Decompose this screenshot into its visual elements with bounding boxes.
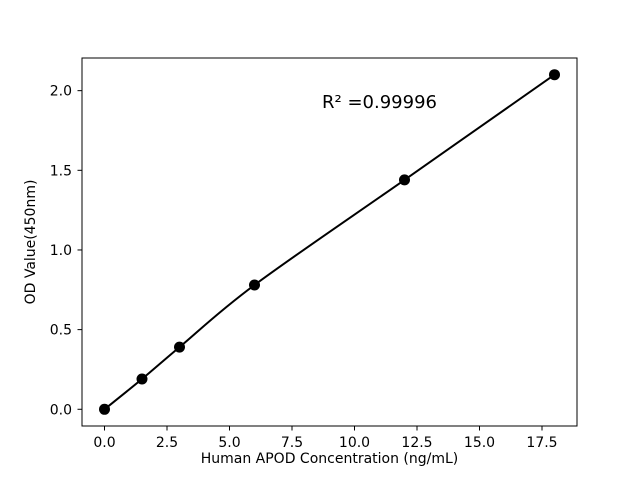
plot-frame	[81, 57, 578, 427]
y-tick-label: 2.0	[50, 84, 72, 100]
y-tick-label: 1.5	[50, 163, 72, 179]
x-tick-label: 12.5	[401, 435, 432, 451]
x-tick-label: 0.0	[93, 435, 115, 451]
data-point-marker	[136, 373, 148, 385]
r-squared-annotation: R² =0.99996	[322, 92, 437, 113]
x-axis-label: Human APOD Concentration (ng/mL)	[201, 451, 459, 467]
data-point-marker	[249, 279, 260, 291]
x-tick-label: 17.5	[526, 435, 557, 451]
data-point-marker	[549, 69, 560, 81]
y-tick-label: 0.5	[50, 323, 72, 339]
x-tick-label: 5.0	[218, 435, 240, 451]
y-tick-label: 0.0	[50, 402, 72, 418]
x-tick-label: 7.5	[281, 435, 303, 451]
x-tick-label: 2.5	[156, 435, 178, 451]
y-axis-label: OD Value(450nm)	[23, 180, 39, 305]
x-tick-label: 15.0	[464, 435, 495, 451]
x-tick-label: 10.0	[339, 435, 370, 451]
data-point-marker	[174, 341, 185, 353]
plot-area: 0.0 2.5 5.0 7.5 10.0 12.5 15.0 17.5 0.0 0.5 1.0 1.5…	[50, 57, 578, 451]
y-tick-label: 1.0	[50, 243, 72, 259]
data-point-marker	[399, 174, 410, 186]
data-point-marker	[99, 403, 110, 415]
